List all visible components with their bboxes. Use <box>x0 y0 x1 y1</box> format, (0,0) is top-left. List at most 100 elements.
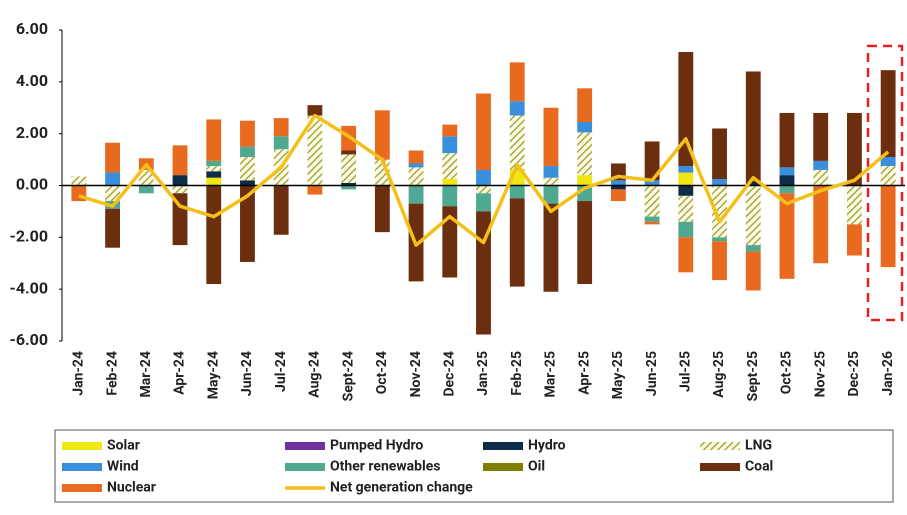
bar-segment <box>644 141 660 181</box>
bar-segment <box>341 182 357 186</box>
bar-segment <box>341 185 357 190</box>
legend-swatch <box>700 442 740 450</box>
x-tick-label: Feb-24 <box>104 351 120 396</box>
bar-segment <box>240 120 255 147</box>
bar-segment <box>240 185 255 262</box>
legend-label: LNG <box>745 438 772 454</box>
bar-segment <box>206 177 222 186</box>
bar-segment <box>206 185 222 284</box>
bar-segment <box>880 185 896 268</box>
bar-segment <box>577 201 593 284</box>
y-tick-label: -6.00 <box>10 330 48 349</box>
x-tick-label: Dec-25 <box>846 351 862 397</box>
x-tick-label: Nov-25 <box>812 351 828 397</box>
x-tick-label: Aug-24 <box>307 351 323 398</box>
bar-segment <box>678 195 694 222</box>
bar-segment <box>509 62 525 102</box>
legend-swatch <box>62 442 102 450</box>
bar-segment <box>341 150 357 155</box>
x-tick-label: Jun-25 <box>644 351 660 396</box>
legend-label: Solar <box>107 438 140 454</box>
legend-swatch <box>285 463 325 471</box>
bar-segment <box>206 166 222 172</box>
bar-segment <box>206 119 222 161</box>
bar-segment <box>577 122 593 133</box>
bar-segment <box>712 179 727 186</box>
legend-swatch <box>700 463 740 471</box>
bar-segment <box>476 193 491 212</box>
bar-segment <box>442 136 458 154</box>
bar-segment <box>610 189 626 202</box>
legend-label: Hydro <box>528 438 566 454</box>
bar-segment <box>644 216 660 222</box>
bar-segment <box>408 150 424 164</box>
legend-label: Other renewables <box>330 459 440 475</box>
bar-segment <box>240 156 255 181</box>
bar-segment <box>408 185 424 204</box>
bar-segment <box>779 112 795 168</box>
x-tick-label: Oct-25 <box>779 351 795 394</box>
bar-segment <box>678 221 694 238</box>
x-tick-label: Feb-25 <box>509 351 525 396</box>
bar-segment <box>745 185 761 246</box>
bar-segment <box>509 115 525 170</box>
legend-label: Coal <box>745 459 773 475</box>
y-tick-label: 6.00 <box>16 19 48 38</box>
bar-segment <box>678 52 694 167</box>
bar-segment <box>779 185 795 194</box>
bar-segment <box>880 70 896 157</box>
bar-segment <box>105 142 120 173</box>
bar-segment <box>206 171 222 178</box>
bar-segment <box>374 185 390 233</box>
bar-segment <box>442 124 458 137</box>
x-tick-label: Jan-26 <box>880 351 896 396</box>
bar-segment <box>408 163 424 168</box>
bar-segment <box>341 154 357 183</box>
legend-box <box>54 429 894 503</box>
x-tick-label: Mar-25 <box>543 351 559 397</box>
legend-swatch <box>483 442 523 450</box>
bar-segment <box>509 101 525 116</box>
bar-segment <box>543 177 559 186</box>
y-tick-label: 4.00 <box>16 71 48 90</box>
bar-segment <box>678 172 694 186</box>
bar-segment <box>745 251 761 291</box>
y-tick-label: 2.00 <box>16 123 48 142</box>
bar-segment <box>779 193 795 279</box>
bar-segment <box>577 175 593 186</box>
bar-segment <box>105 172 120 186</box>
bar-segment <box>712 185 727 238</box>
bar-segment <box>509 185 525 199</box>
bar-segment <box>374 110 390 160</box>
x-tick-label: Jan-24 <box>71 351 87 396</box>
bar-segment <box>745 245 761 252</box>
bar-segment <box>273 118 289 137</box>
bar-segment <box>745 71 761 182</box>
bar-segment <box>240 146 255 157</box>
bar-segment <box>172 175 188 186</box>
bar-segment <box>138 169 154 186</box>
legend-swatch <box>285 442 325 450</box>
bar-segment <box>273 136 289 150</box>
bar-segment <box>442 206 458 278</box>
bar-segment <box>172 145 188 176</box>
bar-segment <box>813 160 829 170</box>
x-tick-label: Nov-24 <box>408 351 424 397</box>
bar-segment <box>138 185 154 194</box>
bar-segment <box>71 176 87 186</box>
bar-segment <box>172 185 188 194</box>
bar-segment <box>813 112 829 161</box>
y-tick-label: -4.00 <box>10 278 48 297</box>
net-line <box>78 113 890 247</box>
bar-segment <box>206 160 222 167</box>
x-tick-label: Apr-25 <box>576 351 592 395</box>
bar-segment <box>779 175 795 186</box>
legend-label: Net generation change <box>330 480 473 496</box>
bar-segment <box>880 156 896 167</box>
bar-segment <box>644 185 660 217</box>
bar-segment <box>745 181 761 186</box>
bar-segment <box>476 185 491 194</box>
legend-swatch <box>483 463 523 471</box>
x-tick-label: Apr-24 <box>172 351 188 395</box>
